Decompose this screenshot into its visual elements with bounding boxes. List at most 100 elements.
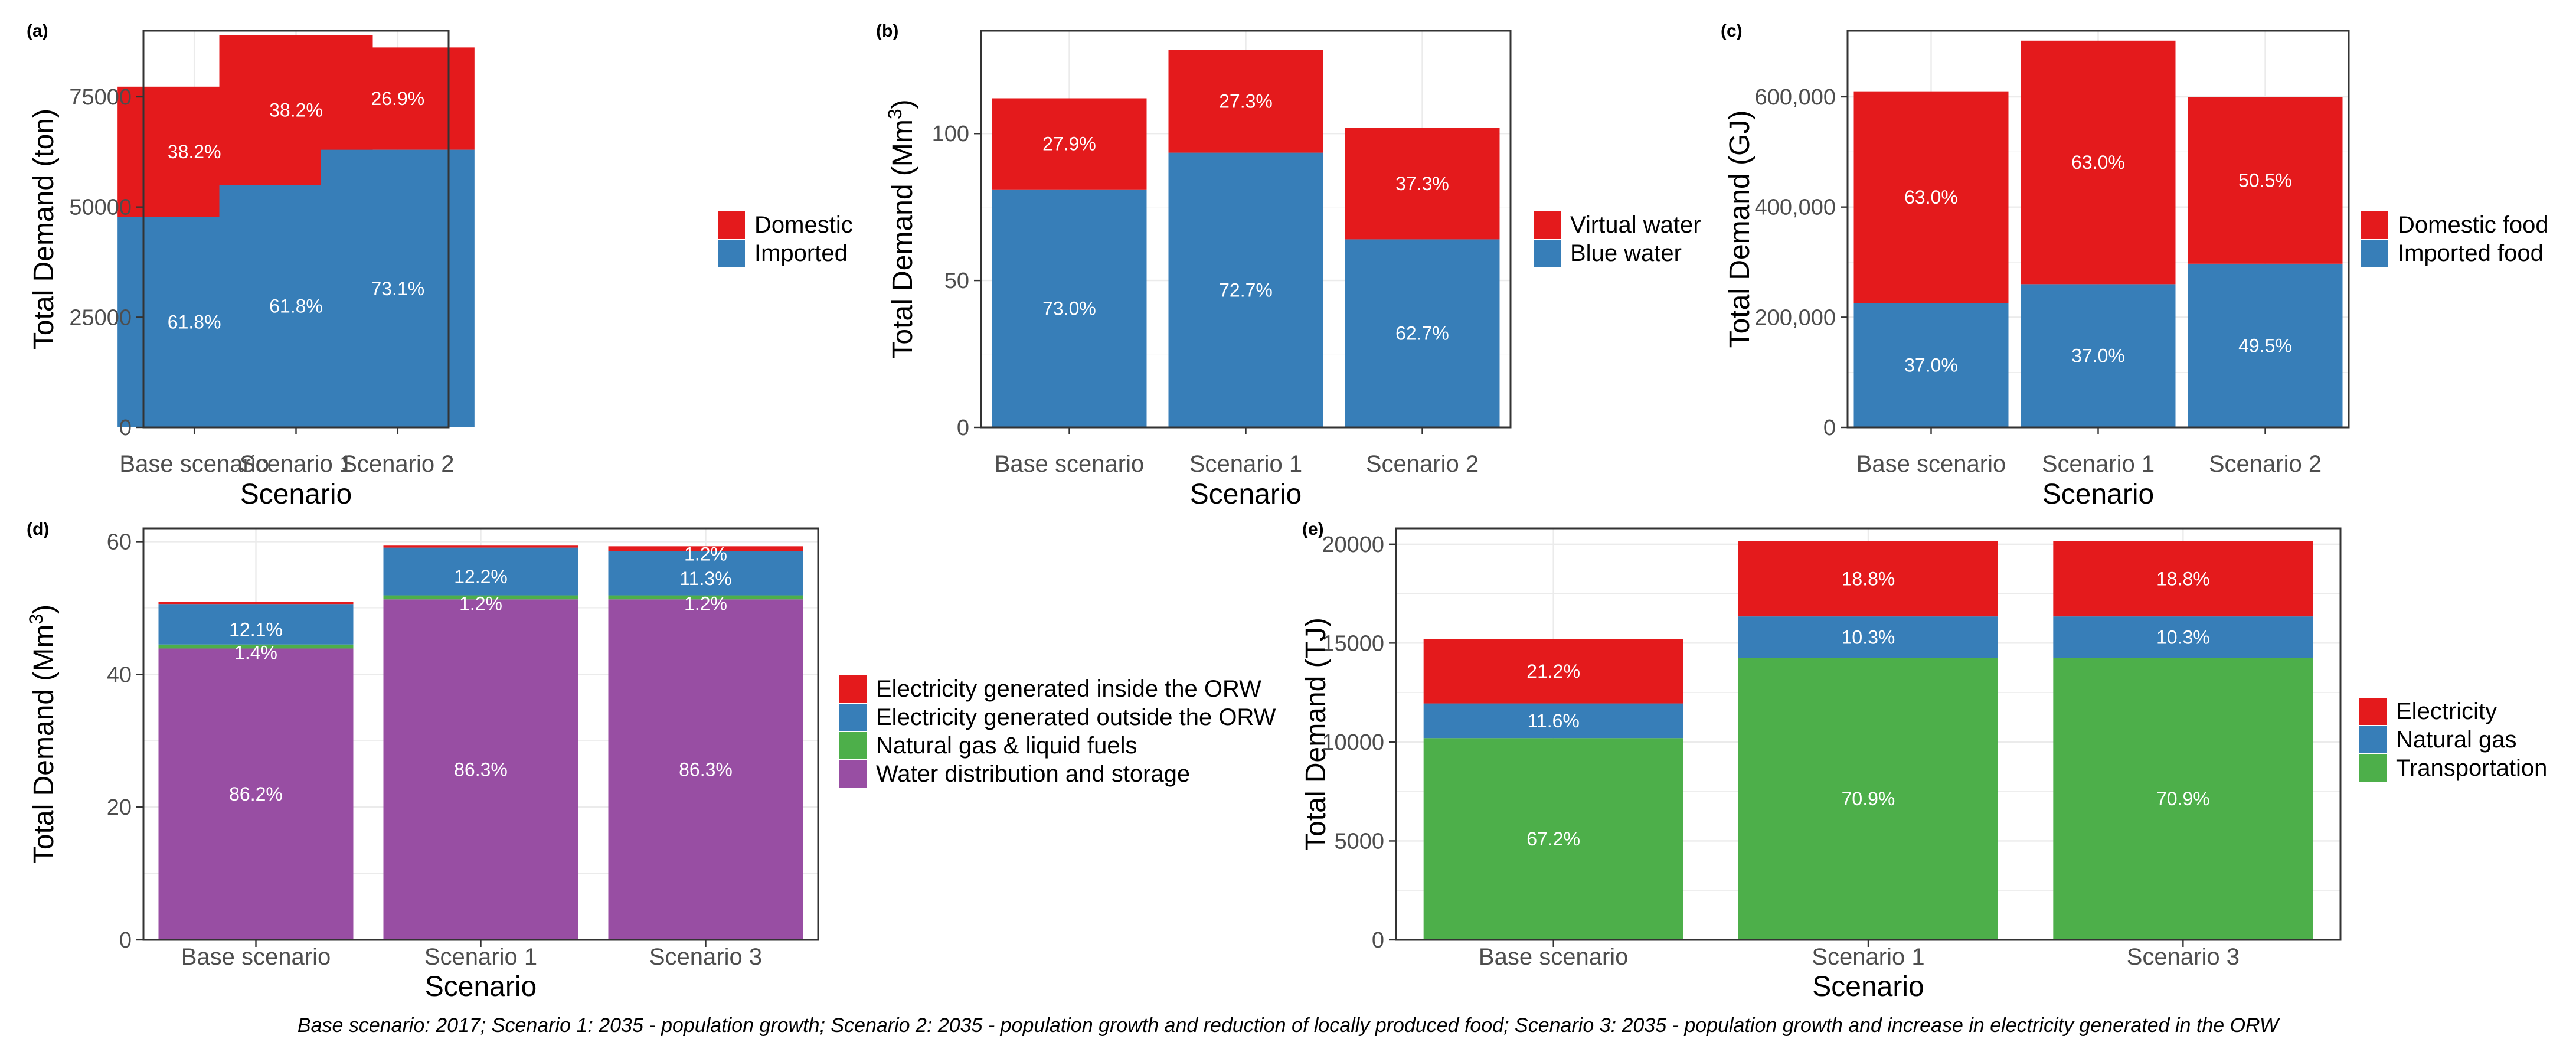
x-tick-label: Scenario 2 — [341, 451, 454, 477]
y-axis-title-end: ) — [887, 99, 918, 109]
data-label: 18.8% — [1842, 568, 1895, 589]
x-tick-label: Scenario 2 — [1366, 451, 1479, 477]
data-label: 37.0% — [1904, 355, 1958, 376]
bar-segment — [1423, 639, 1683, 704]
x-tick-label: Scenario 3 — [649, 944, 762, 970]
x-tick-label: Base scenario — [995, 451, 1144, 477]
legend-swatch — [718, 240, 745, 267]
y-tick-label: 50 — [944, 269, 969, 293]
legend-swatch — [839, 732, 867, 759]
y-tick-label: 15000 — [1322, 631, 1384, 656]
bar-segment — [158, 644, 354, 649]
data-label: 38.2% — [269, 99, 323, 120]
x-tick-label: Scenario 1 — [1189, 451, 1302, 477]
legend-label: Imported food — [2398, 240, 2544, 266]
legend-swatch — [2361, 240, 2388, 267]
bar-segment — [1423, 703, 1683, 739]
legend-label: Electricity generated outside the ORW — [876, 704, 1276, 730]
bar-segment — [2053, 658, 2313, 940]
data-label: 21.2% — [1526, 661, 1580, 682]
data-label: 49.5% — [2238, 335, 2292, 356]
bar-segment — [383, 545, 578, 548]
x-axis-title: Scenario — [1812, 971, 1924, 1002]
data-label: 50.5% — [2238, 169, 2292, 191]
bar-segment — [1345, 128, 1500, 240]
panel-label: (e) — [1302, 520, 1324, 539]
y-axis-title-superscript: 3 — [25, 614, 47, 625]
bar-segment — [2021, 284, 2176, 427]
x-tick-label: Scenario 1 — [240, 451, 352, 477]
y-tick-label: 60 — [107, 530, 132, 554]
legend-label: Natural gas & liquid fuels — [876, 733, 1137, 759]
legend-swatch — [839, 675, 867, 703]
y-tick-label: 10000 — [1322, 730, 1384, 755]
data-label: 27.3% — [1219, 90, 1273, 112]
y-tick-label: 0 — [119, 928, 132, 953]
y-tick-label: 600,000 — [1755, 85, 1836, 110]
y-axis-title-text: Total Demand (Mm — [28, 625, 60, 864]
bar-segment — [383, 547, 578, 596]
data-label: 37.3% — [1395, 173, 1449, 194]
bar-segment — [1738, 658, 1998, 940]
legend-label: Virtual water — [1570, 212, 1701, 238]
bar-segment — [1168, 50, 1323, 153]
y-tick-label: 100 — [932, 122, 969, 146]
figure-caption: Base scenario: 2017; Scenario 1: 2035 - … — [297, 1014, 2279, 1037]
y-tick-label: 5000 — [1334, 829, 1384, 854]
y-tick-label: 20 — [107, 795, 132, 820]
y-axis-title: Total Demand (TJ) — [1300, 618, 1332, 851]
data-label: 38.2% — [168, 141, 221, 162]
x-tick-label: Scenario 1 — [424, 944, 537, 970]
legend-label: Domestic food — [2398, 212, 2549, 238]
legend-label: Electricity generated inside the ORW — [876, 676, 1261, 702]
data-label: 1.2% — [684, 593, 727, 614]
bar-segment — [158, 602, 354, 605]
data-label: 73.0% — [1042, 298, 1096, 319]
bar-segment — [1853, 91, 2009, 303]
x-tick-label: Base scenario — [1479, 944, 1628, 970]
y-tick-label: 25000 — [69, 305, 132, 330]
y-tick-label: 50000 — [69, 195, 132, 220]
legend-label: Domestic — [754, 212, 853, 238]
y-axis-title-text: Total Demand (ton) — [28, 109, 60, 349]
data-label: 11.6% — [1527, 710, 1579, 731]
data-label: 27.9% — [1042, 133, 1096, 155]
data-label: 61.8% — [168, 312, 221, 333]
bar-segment — [383, 595, 578, 600]
legend-swatch — [2359, 726, 2387, 753]
legend-swatch — [1534, 240, 1561, 267]
data-label: 1.2% — [684, 543, 727, 564]
bar-segment — [383, 599, 578, 940]
y-tick-label: 40 — [107, 662, 132, 687]
legend-label: Electricity — [2396, 698, 2497, 724]
data-label: 1.2% — [459, 593, 502, 614]
bar-segment — [608, 595, 803, 600]
bar-segment — [1168, 152, 1323, 427]
x-axis-title: Scenario — [2042, 479, 2154, 510]
data-label: 26.9% — [371, 88, 424, 109]
data-label: 18.8% — [2156, 568, 2210, 589]
y-axis-title: Total Demand (ton) — [28, 109, 60, 349]
data-label: 10.3% — [1842, 626, 1895, 648]
panel-label: (c) — [1721, 21, 1743, 41]
bar-segment — [2021, 40, 2176, 285]
y-axis-title-end: ) — [28, 605, 60, 614]
x-tick-label: Scenario 1 — [2042, 451, 2155, 477]
y-tick-label: 400,000 — [1755, 195, 1836, 220]
bar-segment — [1738, 616, 1998, 658]
data-label: 70.9% — [2156, 788, 2210, 809]
bar-segment — [1738, 541, 1998, 617]
y-axis-title-text: Total Demand (GJ) — [1724, 110, 1756, 348]
y-tick-label: 0 — [957, 416, 969, 440]
data-label: 12.2% — [454, 566, 508, 587]
y-tick-label: 0 — [1372, 928, 1384, 953]
bar-segment — [1423, 738, 1683, 940]
data-label: 67.2% — [1526, 828, 1580, 850]
x-tick-label: Scenario 3 — [2127, 944, 2240, 970]
data-label: 61.8% — [269, 296, 323, 317]
data-label: 63.0% — [1904, 187, 1958, 208]
data-label: 1.4% — [234, 642, 277, 663]
y-axis-title-text: Total Demand (TJ) — [1300, 618, 1332, 851]
data-label: 12.1% — [229, 619, 283, 640]
legend-swatch — [2359, 698, 2387, 725]
